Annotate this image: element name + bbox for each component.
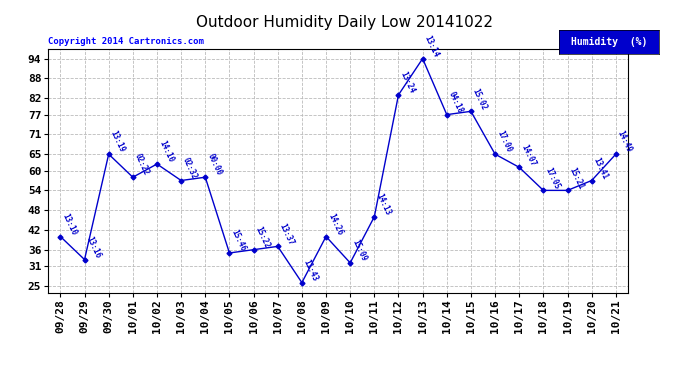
Text: 15:02: 15:02 xyxy=(471,87,489,111)
Text: 02:32: 02:32 xyxy=(181,156,199,180)
Text: 00:00: 00:00 xyxy=(206,153,223,177)
Text: Copyright 2014 Cartronics.com: Copyright 2014 Cartronics.com xyxy=(48,38,204,46)
Text: 14:49: 14:49 xyxy=(615,129,633,154)
Text: 14:10: 14:10 xyxy=(157,139,175,164)
Text: 02:22: 02:22 xyxy=(132,153,150,177)
Text: 14:26: 14:26 xyxy=(326,212,344,237)
Text: 13:37: 13:37 xyxy=(277,222,295,246)
Text: 13:16: 13:16 xyxy=(85,235,102,260)
Text: 04:18: 04:18 xyxy=(447,90,464,115)
Text: 17:00: 17:00 xyxy=(495,129,513,154)
Text: 11:43: 11:43 xyxy=(302,258,319,283)
Text: 13:41: 13:41 xyxy=(591,156,609,180)
Text: Outdoor Humidity Daily Low 20141022: Outdoor Humidity Daily Low 20141022 xyxy=(197,15,493,30)
Text: 15:21: 15:21 xyxy=(567,166,585,190)
Text: 15:09: 15:09 xyxy=(350,238,368,263)
Text: 15:22: 15:22 xyxy=(254,225,271,250)
Text: 17:05: 17:05 xyxy=(544,166,561,190)
Text: 13:14: 13:14 xyxy=(422,34,440,58)
Text: 15:46: 15:46 xyxy=(229,228,247,253)
Text: Humidity  (%): Humidity (%) xyxy=(571,37,647,47)
Text: 14:07: 14:07 xyxy=(519,142,537,167)
Text: 13:19: 13:19 xyxy=(109,129,126,154)
Text: 13:24: 13:24 xyxy=(398,70,416,95)
Text: 13:10: 13:10 xyxy=(61,212,78,237)
Text: 14:13: 14:13 xyxy=(374,192,392,217)
